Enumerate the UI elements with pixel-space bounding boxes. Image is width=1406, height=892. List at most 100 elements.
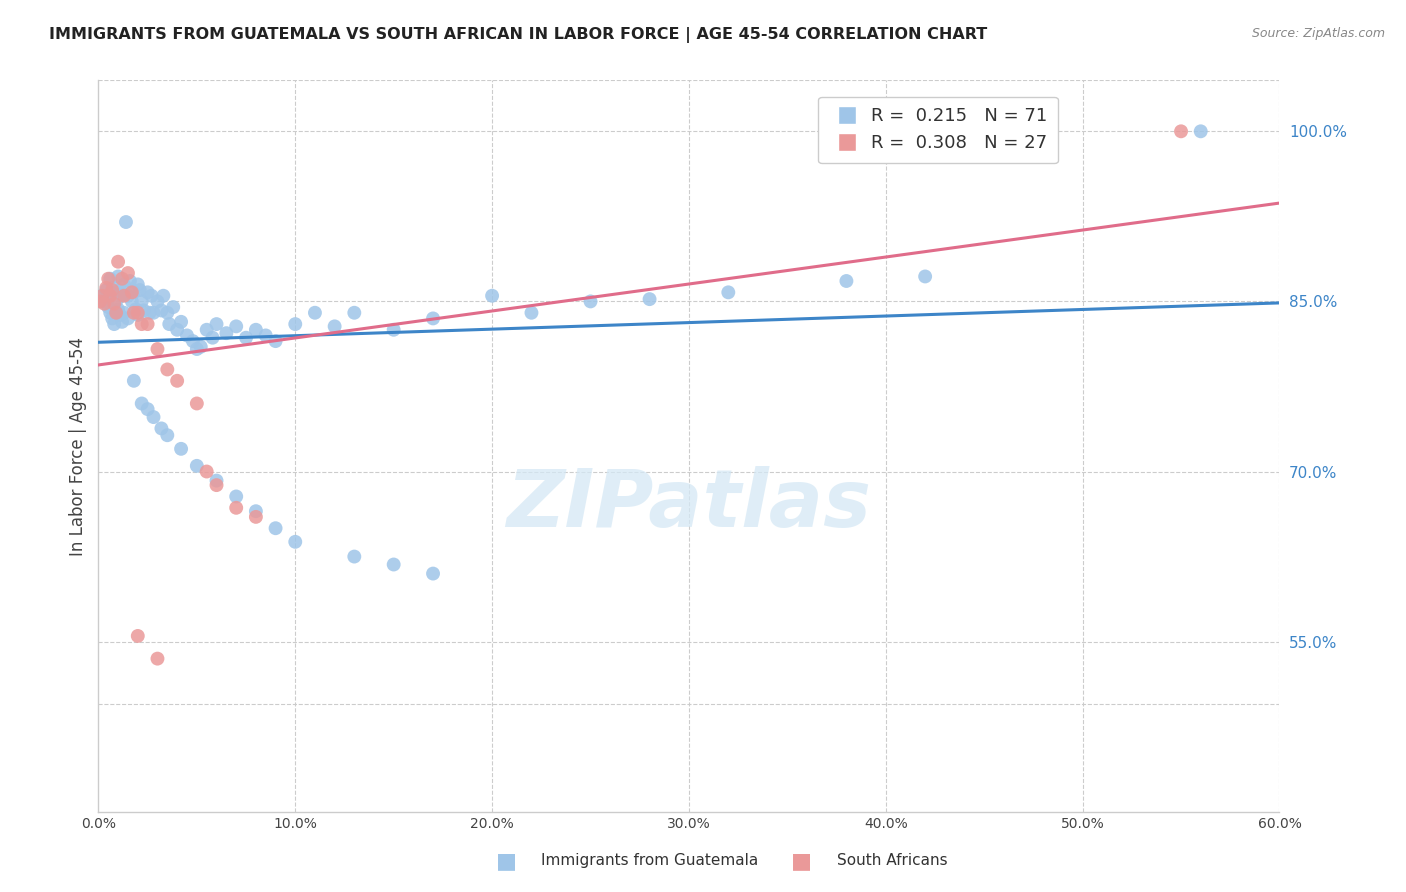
Point <box>304 306 326 320</box>
Point <box>117 289 139 303</box>
Point <box>111 289 134 303</box>
Point <box>195 323 218 337</box>
Point <box>97 271 120 285</box>
Point <box>101 283 124 297</box>
Point <box>136 317 159 331</box>
Point <box>111 315 134 329</box>
Point <box>105 294 128 309</box>
Y-axis label: In Labor Force | Age 45-54: In Labor Force | Age 45-54 <box>69 336 87 556</box>
Point <box>122 374 145 388</box>
Point <box>107 254 129 268</box>
Point <box>638 292 661 306</box>
Point <box>156 428 179 442</box>
Point <box>284 534 307 549</box>
Point <box>157 317 180 331</box>
Point <box>422 566 444 581</box>
Point <box>132 303 155 318</box>
Point <box>205 317 228 331</box>
Point <box>98 289 121 303</box>
Point <box>343 549 366 564</box>
Point <box>115 215 138 229</box>
Point <box>103 317 125 331</box>
Point <box>579 294 602 309</box>
Point <box>122 285 145 300</box>
Point <box>112 289 135 303</box>
Point <box>146 342 169 356</box>
Point <box>101 311 124 326</box>
Point <box>93 296 115 310</box>
Point <box>122 306 145 320</box>
Text: Source: ZipAtlas.com: Source: ZipAtlas.com <box>1251 27 1385 40</box>
Point <box>245 504 267 518</box>
Point <box>717 285 740 300</box>
Point <box>107 269 129 284</box>
Text: IMMIGRANTS FROM GUATEMALA VS SOUTH AFRICAN IN LABOR FORCE | AGE 45-54 CORRELATIO: IMMIGRANTS FROM GUATEMALA VS SOUTH AFRIC… <box>49 27 987 43</box>
Legend: R =  0.215   N = 71, R =  0.308   N = 27: R = 0.215 N = 71, R = 0.308 N = 27 <box>818 96 1057 163</box>
Point <box>264 334 287 348</box>
Point <box>108 283 131 297</box>
Point <box>107 302 129 317</box>
Text: ZIPatlas: ZIPatlas <box>506 466 872 543</box>
Text: Immigrants from Guatemala: Immigrants from Guatemala <box>541 854 759 868</box>
Point <box>131 396 153 410</box>
Point <box>112 277 135 292</box>
Point <box>166 323 188 337</box>
Point <box>146 651 169 665</box>
Point <box>112 306 135 320</box>
Point <box>131 317 153 331</box>
Point <box>225 490 247 504</box>
Point <box>162 300 184 314</box>
Point <box>205 474 228 488</box>
Point <box>284 317 307 331</box>
Point <box>835 274 858 288</box>
Point <box>225 500 247 515</box>
Point <box>127 306 149 320</box>
Point <box>98 306 121 320</box>
Point <box>170 442 193 456</box>
Point <box>91 289 114 303</box>
Point <box>481 289 503 303</box>
Point <box>186 342 208 356</box>
Text: ■: ■ <box>496 851 516 871</box>
Point <box>186 458 208 473</box>
Point <box>121 285 143 300</box>
Point <box>170 315 193 329</box>
Point <box>131 294 153 309</box>
Point <box>254 328 277 343</box>
Point <box>118 274 141 288</box>
Point <box>97 291 120 305</box>
Point <box>125 302 148 317</box>
Point <box>422 311 444 326</box>
Point <box>103 285 125 300</box>
Point <box>245 509 267 524</box>
Point <box>98 271 121 285</box>
Point <box>96 281 118 295</box>
Point <box>1170 124 1192 138</box>
Point <box>127 629 149 643</box>
Point <box>97 300 120 314</box>
Point <box>181 334 204 348</box>
Point <box>96 283 118 297</box>
Point <box>195 465 218 479</box>
Point <box>1189 124 1212 138</box>
Point <box>156 362 179 376</box>
Point <box>205 478 228 492</box>
Point <box>166 374 188 388</box>
Point <box>215 326 238 341</box>
Point <box>323 319 346 334</box>
Point <box>225 319 247 334</box>
Point <box>138 306 160 320</box>
Point <box>136 402 159 417</box>
Point <box>93 294 115 309</box>
Point <box>150 421 173 435</box>
Point <box>520 306 543 320</box>
Point <box>142 306 165 320</box>
Point <box>141 289 163 303</box>
Point <box>127 277 149 292</box>
Point <box>343 306 366 320</box>
Point <box>382 558 405 572</box>
Point <box>176 328 198 343</box>
Point <box>142 410 165 425</box>
Point <box>117 311 139 326</box>
Point <box>152 289 174 303</box>
